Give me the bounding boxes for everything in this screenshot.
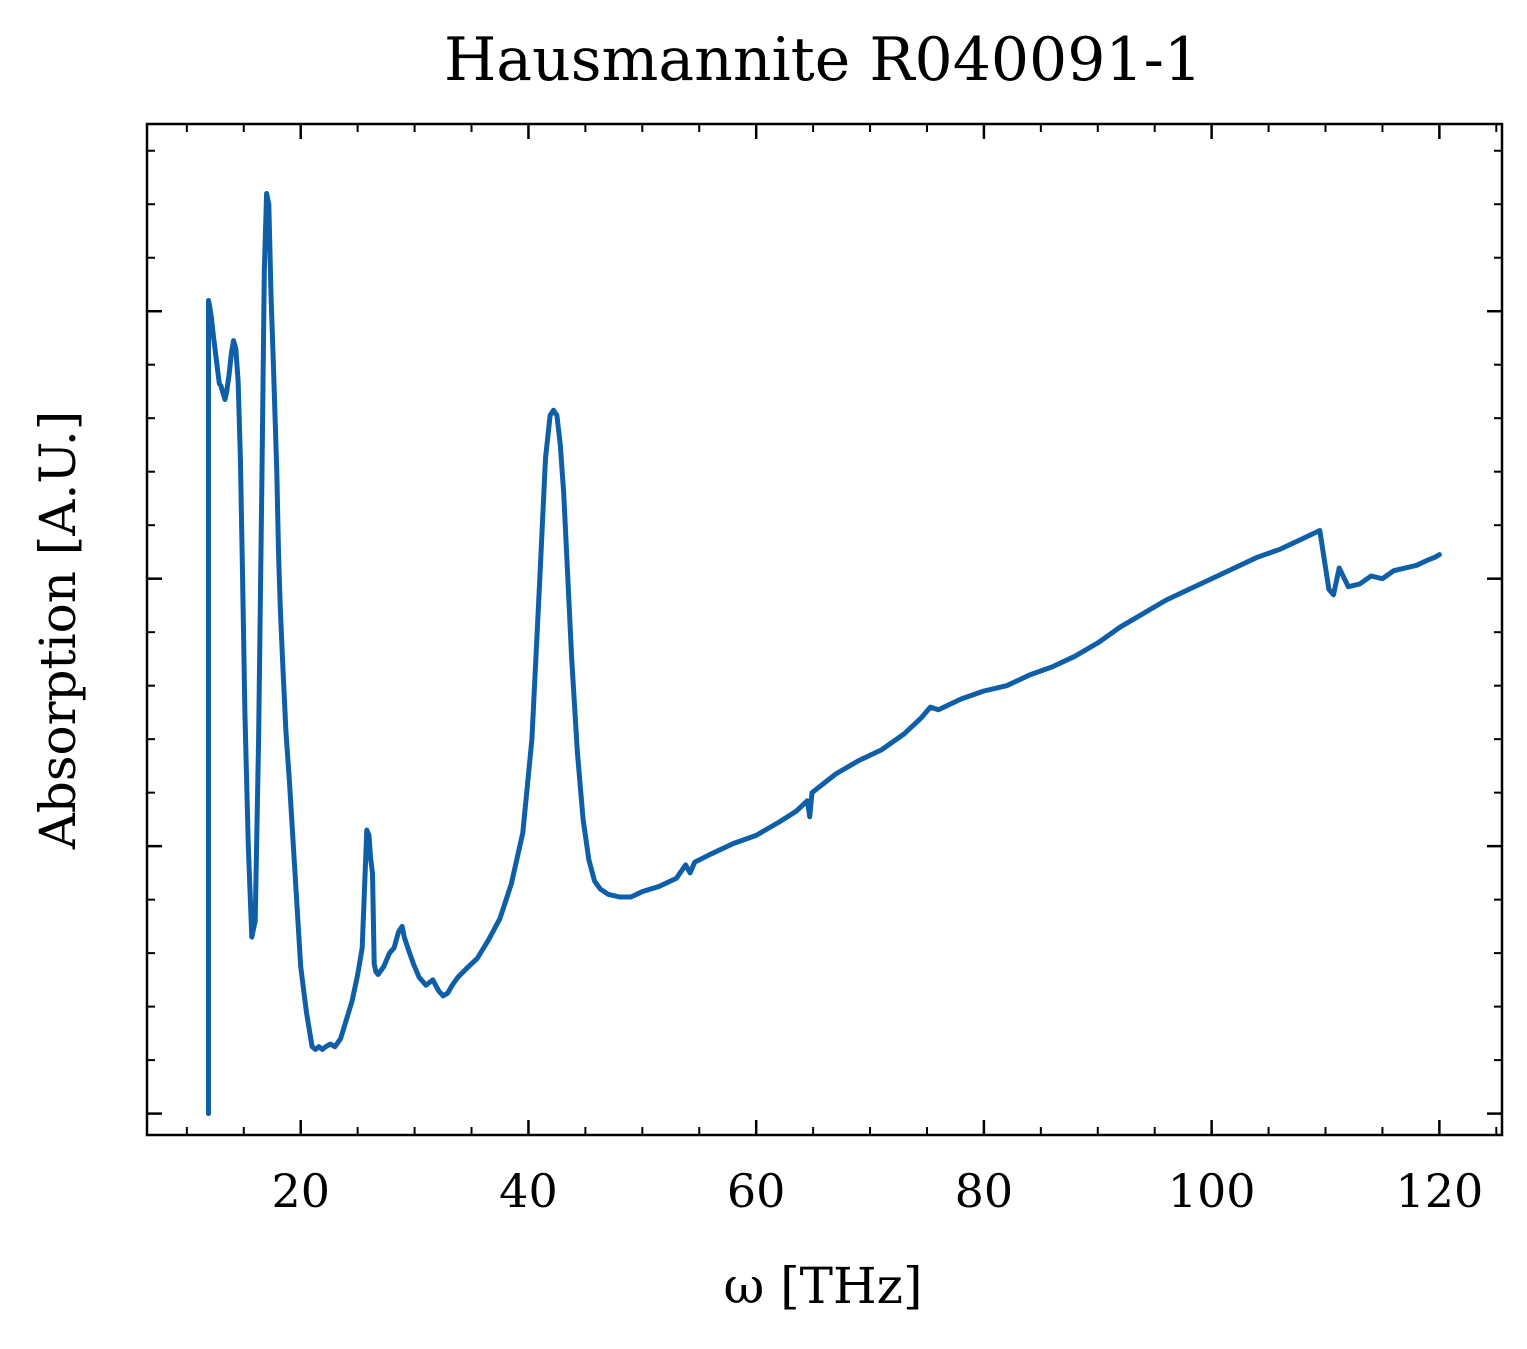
y-axis-label: Absorption [A.U.]	[29, 411, 87, 851]
x-tick-label: 100	[1168, 1164, 1256, 1218]
x-tick-label: 40	[499, 1164, 558, 1218]
ticks-layer	[147, 124, 1502, 1135]
x-tick-label: 120	[1395, 1164, 1483, 1218]
x-tick-label: 60	[727, 1164, 786, 1218]
spectrum-line	[206, 191, 1442, 1117]
x-tick-label: 80	[955, 1164, 1014, 1218]
x-tick-label: 20	[271, 1164, 330, 1218]
plot-frame	[145, 122, 1504, 1137]
chart-title: Hausmannite R040091-1	[444, 25, 1202, 95]
x-axis-label: ω [THz]	[724, 1257, 923, 1315]
tick-labels-layer: 20 40 60 80 100 120	[271, 1164, 1483, 1218]
